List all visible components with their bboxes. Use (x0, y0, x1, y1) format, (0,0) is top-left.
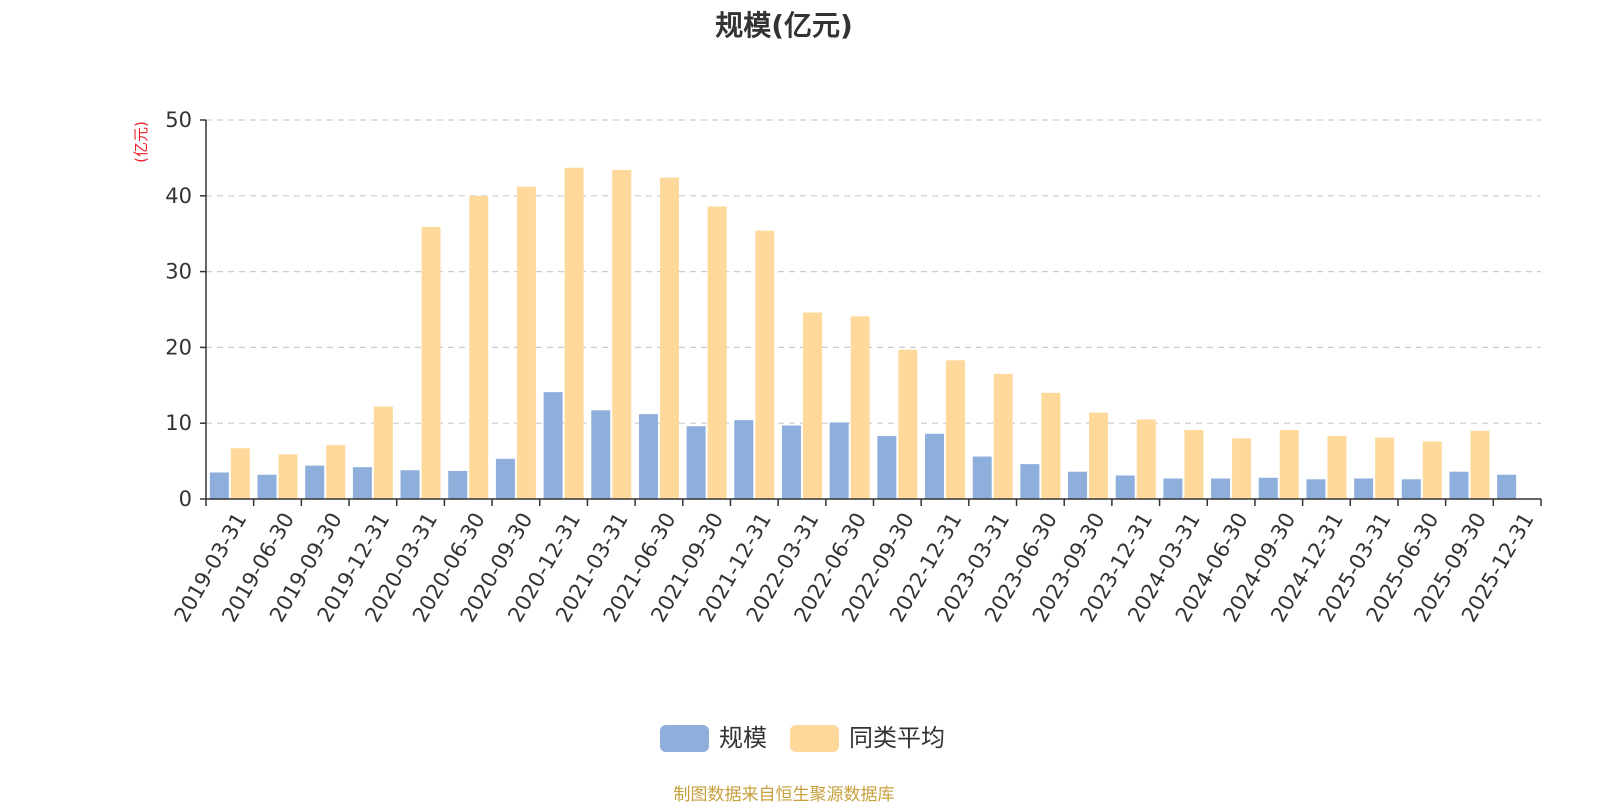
bar-category-average (421, 226, 441, 500)
bar-category-average (1375, 437, 1395, 499)
bar-scale (925, 433, 945, 499)
bar-scale (543, 392, 563, 499)
bar-category-average (1470, 430, 1490, 499)
bar-scale (1211, 478, 1231, 499)
bar-scale (400, 470, 420, 499)
y-tick-label: 30 (165, 260, 192, 284)
bar-category-average (993, 373, 1013, 499)
bar-scale (1354, 478, 1374, 499)
bar-category-average (516, 186, 536, 500)
bar-scale (877, 436, 897, 499)
bar-category-average (850, 316, 870, 499)
bar-category-average (373, 406, 393, 499)
legend-label[interactable]: 同类平均 (849, 724, 945, 752)
legend-swatch[interactable] (790, 725, 839, 752)
bar-scale (1020, 464, 1040, 499)
chart-title: 规模(亿元) (715, 9, 853, 42)
bar-category-average (612, 170, 632, 499)
y-tick-label: 40 (165, 184, 192, 208)
bar-scale (352, 467, 372, 499)
bar-scale (734, 420, 754, 499)
y-tick-label: 0 (179, 487, 192, 511)
bar-category-average (1422, 441, 1442, 499)
bar-category-average (755, 230, 775, 499)
y-tick-label: 10 (165, 411, 192, 435)
bar-category-average (469, 195, 489, 500)
bar-scale (1163, 478, 1183, 499)
bar-category-average (326, 445, 346, 499)
y-tick-label: 50 (165, 108, 192, 132)
bar-category-average (1327, 436, 1347, 499)
bar-scale (686, 426, 706, 499)
source-note: 制图数据来自恒生聚源数据库 (673, 785, 895, 805)
bar-category-average (230, 448, 250, 499)
bar-scale (305, 465, 325, 499)
bar-scale (829, 422, 849, 499)
bar-scale (1068, 471, 1088, 499)
bar-category-average (278, 454, 298, 499)
bar-category-average (1089, 412, 1109, 499)
bar-scale (638, 414, 658, 499)
bar-category-average (1041, 392, 1061, 499)
bar-scale (495, 458, 515, 499)
bar-category-average (946, 360, 966, 499)
bar-scale (448, 470, 468, 499)
bar-scale (257, 474, 277, 499)
legend: 规模 同类平均 (660, 724, 945, 752)
bar-category-average (1232, 438, 1252, 499)
bar-scale (591, 410, 611, 499)
bar-category-average (802, 312, 822, 499)
bar-category-average (1184, 430, 1204, 499)
bar-scale (1497, 474, 1517, 499)
bar-category-average (1136, 419, 1156, 499)
y-tick-label: 20 (165, 335, 192, 359)
bar-scale (1401, 479, 1421, 499)
bar-scale (209, 472, 229, 499)
bar-category-average (564, 167, 584, 499)
bar-category-average (898, 349, 918, 499)
legend-label[interactable]: 规模 (719, 724, 767, 752)
bar-scale (781, 425, 801, 499)
bar-category-average (707, 206, 727, 500)
bar-scale (972, 456, 992, 499)
bar-category-average (1279, 430, 1299, 499)
grid-lines (206, 119, 1541, 424)
legend-swatch[interactable] (660, 725, 709, 752)
y-axis-unit-label: (亿元) (132, 121, 150, 163)
bars (209, 167, 1517, 500)
bar-scale (1449, 471, 1469, 499)
bar-category-average (659, 177, 679, 499)
bar-scale (1306, 479, 1326, 499)
bar-scale (1258, 477, 1278, 499)
bar-scale (1115, 475, 1135, 499)
